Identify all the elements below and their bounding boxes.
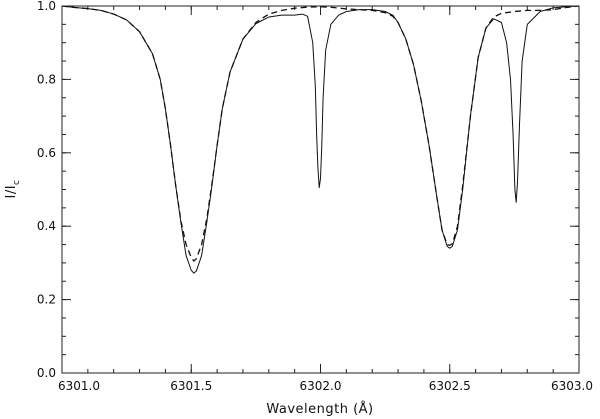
y-tick-label: 0.4	[37, 219, 56, 233]
x-tick-label: 6302.5	[429, 379, 471, 393]
x-tick-label: 6301.5	[170, 379, 212, 393]
svg-text:I/Ic: I/Ic	[4, 179, 22, 198]
x-tick-label: 6301.0	[58, 379, 100, 393]
x-tick-label: 6302.0	[300, 379, 342, 393]
x-axis-label: Wavelength (Å)	[266, 401, 373, 417]
y-tick-label: 0.6	[37, 146, 56, 160]
y-tick-label: 0.2	[37, 293, 56, 307]
plot-lines	[61, 5, 580, 274]
y-axis-label: I/Ic	[4, 179, 22, 198]
axis-tick-labels: 6301.0 6301.5 6302.0 6302.5 6303.0 0.0 0.2 0.4 0…	[37, 0, 593, 393]
y-tick-label: 0.8	[37, 72, 56, 86]
dashed-series-line	[61, 5, 580, 262]
y-axis-label-subscript: c	[12, 179, 22, 184]
x-tick-label: 6303.0	[551, 379, 593, 393]
plot-frame	[61, 5, 580, 374]
y-axis-label-main: I/I	[4, 185, 19, 199]
y-tick-label: 0.0	[37, 366, 56, 380]
y-tick-label: 1.0	[37, 0, 56, 13]
solid-series-line	[61, 5, 580, 274]
